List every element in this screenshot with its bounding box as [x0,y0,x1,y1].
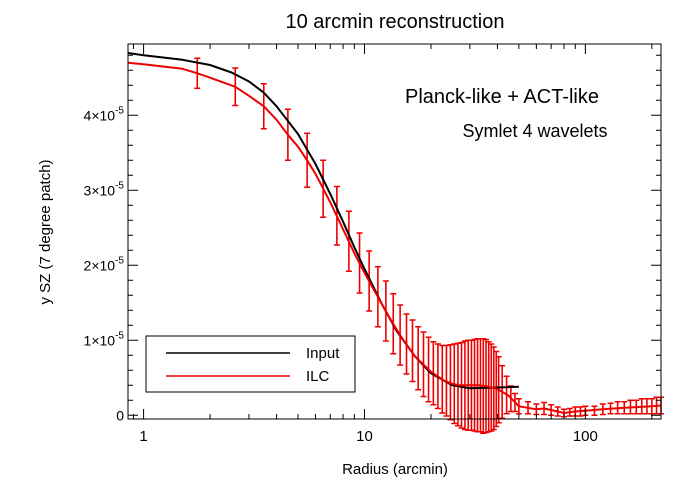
legend: Input ILC [145,335,356,393]
y-tick-label: 2×10-5 [84,255,125,273]
x-tick-label: 10 [356,428,373,445]
plot-frame [127,43,662,420]
y-tick-label: 4×10-5 [84,105,125,123]
y-axis-label: y SZ (7 degree patch) [37,159,54,304]
y-tick-label: 1×10-5 [84,330,125,348]
data-layer [127,52,664,435]
x-axis-label: Radius (arcmin) [342,461,448,478]
axis-ticks: 1 10 100 0 1×10-5 2×10-5 3×10-5 4×10-5 [84,44,661,445]
legend-label-input: Input [306,345,340,362]
y-tick-label: 3×10-5 [84,180,125,198]
legend-box [145,335,356,393]
series-line-ilc [127,61,662,414]
annotation-instruments: Planck-like + ACT-like [405,86,599,108]
chart-title: 10 arcmin reconstruction [286,11,505,33]
x-tick-label: 100 [573,428,598,445]
y-tick-label: 0 [116,407,124,423]
annotation-wavelets: Symlet 4 wavelets [462,121,607,141]
x-tick-label: 1 [139,428,147,445]
legend-label-ilc: ILC [306,368,330,385]
errorbar [409,319,416,383]
